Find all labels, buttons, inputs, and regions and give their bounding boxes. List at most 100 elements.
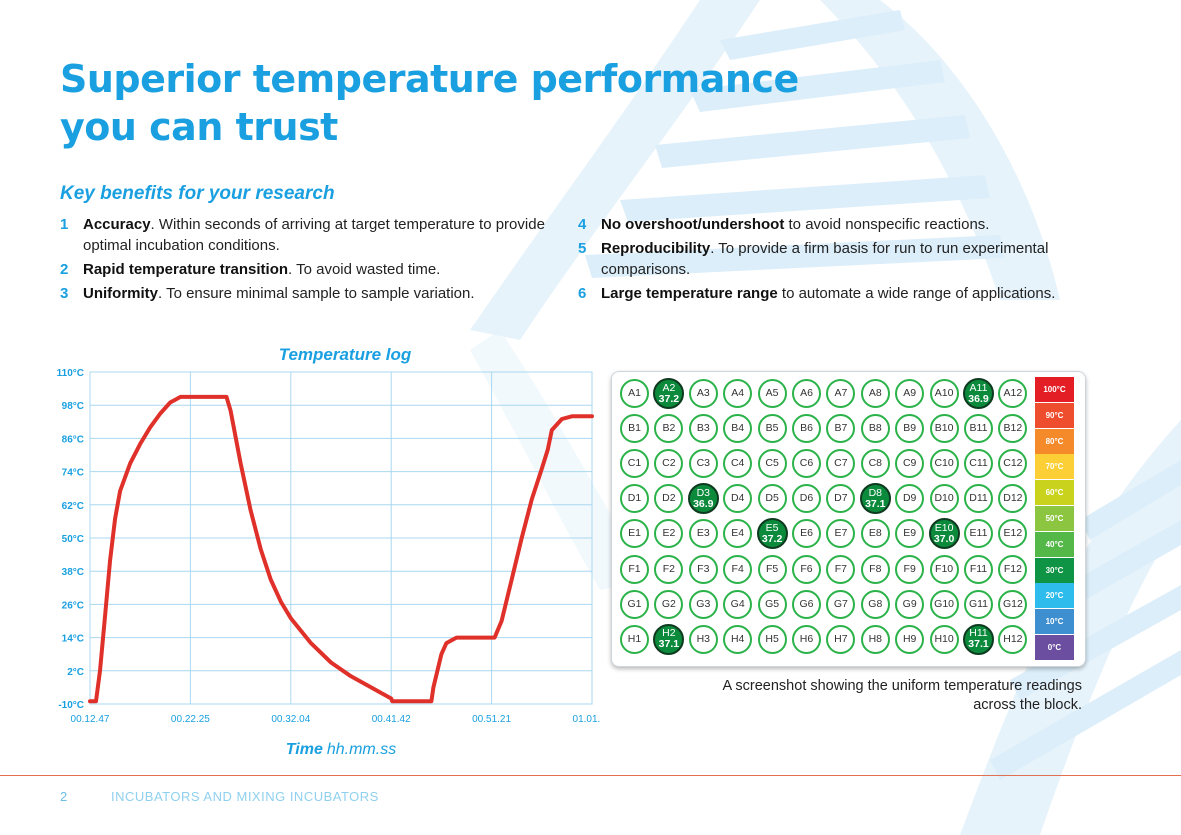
- well-label: F11: [969, 562, 988, 575]
- well-temperature: 36.9: [693, 497, 714, 510]
- well-label: F4: [731, 562, 744, 575]
- benefit-heading: Large temperature range: [601, 285, 778, 302]
- plate-well: D2: [654, 484, 684, 514]
- plate-well: D10: [929, 484, 959, 514]
- well-label: G11: [968, 597, 989, 610]
- y-tick-label: 86°C: [62, 434, 84, 445]
- well-label: B9: [903, 422, 917, 435]
- benefit-number: 4: [578, 216, 587, 233]
- well-temperature: 37.0: [933, 532, 955, 545]
- plate-well: C6: [792, 449, 821, 479]
- plate-well: H12: [998, 624, 1028, 654]
- temperature-series-line: [88, 394, 594, 704]
- x-tick-label: 00.12.47: [71, 714, 110, 725]
- well-label: C9: [902, 457, 917, 470]
- temperature-scale-cell: 80°C: [1035, 428, 1074, 454]
- plate-well: G3: [688, 589, 718, 619]
- plate-well: H3: [688, 624, 718, 654]
- well-label: G4: [730, 597, 745, 610]
- well-plate-panel: A1 A2 37.2 A3 A4 A5 A6 A7 A8 A9 A10 A11 36.9 A12 B1 B2 B…: [611, 371, 1086, 667]
- chart-grid: [89, 371, 593, 705]
- plate-well: A5: [757, 379, 787, 408]
- benefit-number: 1: [60, 216, 69, 233]
- plate-well: G2: [654, 589, 684, 619]
- plate-well: G8: [860, 589, 890, 619]
- plate-well: H4: [723, 624, 753, 654]
- footer-title: INCUBATORS AND MIXING INCUBATORS: [111, 789, 379, 804]
- benefit-item: 2 Rapid temperature transition. To avoid …: [60, 259, 560, 280]
- well-label: C5: [765, 457, 779, 470]
- well-label: D7: [834, 492, 848, 505]
- plate-well: E12: [998, 519, 1028, 549]
- temperature-scale-cell: 50°C: [1035, 506, 1074, 531]
- well-label: A10: [934, 387, 954, 399]
- benefit-item: 5 Reproducibility. To provide a firm basi…: [578, 238, 1078, 280]
- well-label: C8: [868, 457, 883, 470]
- y-tick-label: -10°C: [58, 700, 84, 711]
- temperature-scale-cell: 0°C: [1035, 635, 1074, 660]
- footer-divider: [0, 775, 1181, 776]
- benefit-heading: Uniformity: [83, 285, 158, 302]
- plate-well: A8: [860, 379, 890, 408]
- y-axis-ticks: 110°C 98°C 86°C 74°C 62°C 50°C 38°C 26°C 14°C 2°C…: [57, 368, 84, 711]
- well-label: G8: [868, 597, 883, 610]
- well-label: D1: [627, 492, 642, 505]
- plate-well: C9: [895, 449, 925, 479]
- plate-caption: A screenshot showing the uniform tempera…: [722, 678, 1082, 713]
- well-temperature: 37.2: [761, 532, 783, 545]
- well-label: E8: [868, 527, 882, 540]
- well-label: E6: [800, 527, 813, 540]
- well-temperature: 37.1: [968, 638, 989, 651]
- plate-well: D11: [964, 484, 993, 514]
- well-label: B7: [834, 422, 848, 435]
- well-temperature: 37.2: [658, 392, 680, 405]
- plate-well: H5: [757, 624, 787, 654]
- plate-well: C4: [723, 449, 753, 479]
- well-label: G9: [902, 597, 917, 610]
- well-label: D11: [969, 492, 988, 505]
- plate-well: C5: [757, 449, 787, 479]
- well-label: D12: [1003, 492, 1023, 505]
- plate-well: D5: [757, 484, 787, 514]
- plate-well: H9: [895, 624, 925, 654]
- well-label: G6: [799, 597, 814, 610]
- well-label: E11: [969, 527, 988, 540]
- benefit-text: to automate a wide range of applications…: [777, 285, 1056, 302]
- well-label: A6: [800, 387, 813, 399]
- well-label: A3: [696, 387, 710, 399]
- plate-well: G9: [895, 589, 925, 619]
- temperature-scale-cell: 70°C: [1035, 454, 1074, 480]
- plate-well: F2: [654, 554, 684, 584]
- plate-well: H1: [620, 624, 649, 654]
- well-label: D9: [902, 492, 917, 505]
- plate-well: A11 36.9: [963, 378, 994, 409]
- well-label: H8: [868, 632, 883, 645]
- well-label: F9: [903, 562, 916, 575]
- well-label: C10: [934, 457, 954, 470]
- well-label: F2: [662, 562, 676, 575]
- well-label: E9: [903, 527, 917, 540]
- well-label: A2: [662, 381, 676, 394]
- plate-well: F1: [620, 554, 649, 584]
- plate-well: C12: [998, 449, 1028, 479]
- plate-well: H11 37.1: [963, 623, 994, 655]
- well-label: D2: [662, 492, 676, 505]
- temperature-scale-cell: 20°C: [1035, 583, 1074, 609]
- y-tick-label: 2°C: [67, 667, 84, 678]
- y-tick-label: 74°C: [62, 468, 84, 479]
- plate-well: D8 37.1: [859, 483, 891, 515]
- plate-well: A7: [826, 379, 856, 408]
- benefit-heading: No overshoot/undershoot: [601, 216, 785, 233]
- benefit-item: 3 Uniformity. To ensure minimal sample to…: [60, 283, 560, 304]
- well-label: H2: [662, 627, 676, 640]
- plate-well: C2: [654, 449, 684, 479]
- page-number: 2: [60, 789, 68, 804]
- well-label: A9: [903, 387, 917, 399]
- y-tick-label: 110°C: [57, 368, 84, 379]
- well-label: B1: [628, 422, 641, 435]
- well-label: G5: [765, 597, 780, 610]
- plate-well: C1: [620, 449, 649, 479]
- plate-well: B8: [860, 414, 890, 444]
- temperature-scale-cell: 10°C: [1035, 609, 1074, 635]
